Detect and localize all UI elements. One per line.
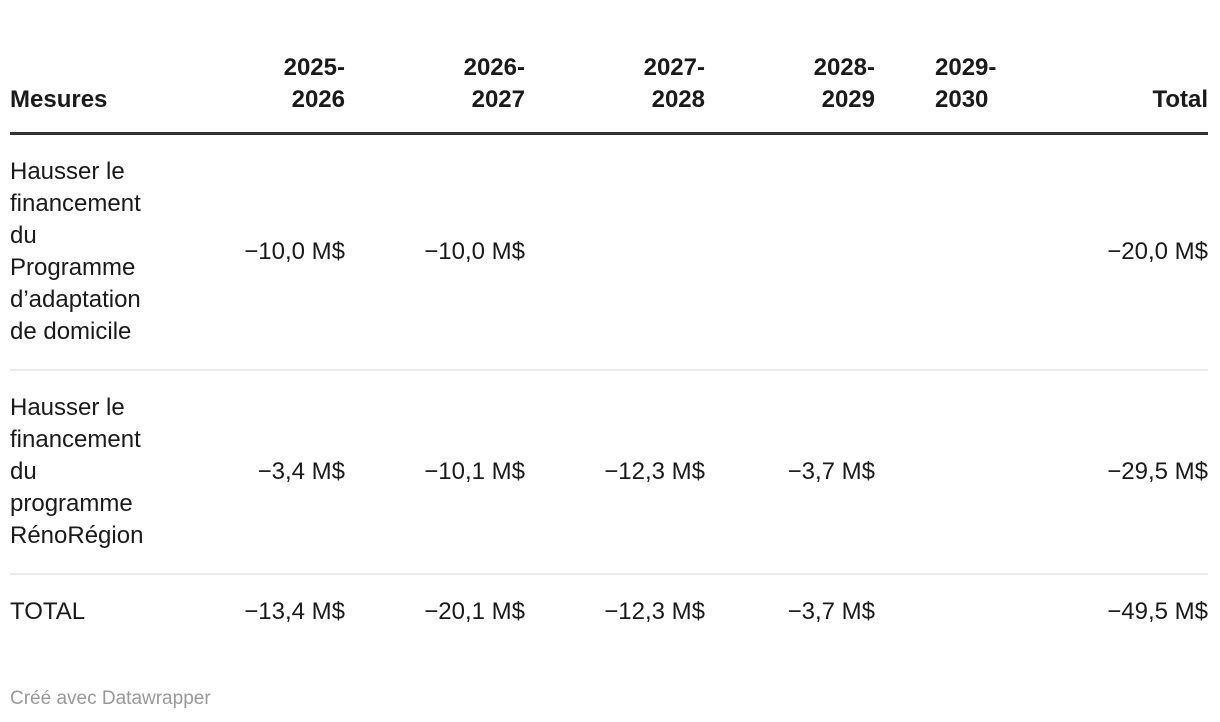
column-header-2027-2028: 2027- 2028 <box>643 54 705 113</box>
datawrapper-attribution-link[interactable]: Créé avec Datawrapper <box>10 688 211 709</box>
column-header-total: Total <box>1152 86 1208 113</box>
cell-value-total: −29,5 M$ <box>1107 458 1208 485</box>
row-total: TOTAL −13,4 M$ −20,1 M$ −12,3 M$ −3,7 M$… <box>10 574 1208 649</box>
cell-measure-label: Hausser le financement du Programme d’ad… <box>10 158 141 345</box>
cell-value-2026-2027: −10,0 M$ <box>424 238 525 265</box>
cell-value-2025-2026: −10,0 M$ <box>244 238 345 265</box>
cell-value-2027-2028: −12,3 M$ <box>604 598 705 625</box>
column-header-2026-2027: 2026- 2027 <box>463 54 525 113</box>
cell-total-label: TOTAL <box>10 598 86 625</box>
column-header-2029-2030: 2029- 2030 <box>935 54 997 113</box>
cell-value-2029-2030 <box>885 370 968 574</box>
cell-value-total: −49,5 M$ <box>1107 598 1208 625</box>
cell-value-2028-2029 <box>715 134 885 371</box>
column-header-2028-2029: 2028- 2029 <box>813 54 875 113</box>
cell-value-2028-2029: −3,7 M$ <box>787 458 875 485</box>
cell-value-total: −20,0 M$ <box>1107 238 1208 265</box>
column-header-mesures: Mesures <box>10 86 108 113</box>
cell-value-2026-2027: −20,1 M$ <box>424 598 525 625</box>
cell-value-2029-2030 <box>885 574 968 649</box>
table-header: Mesures 2025- 2026 2026- 2027 2027- 2028… <box>10 40 1208 134</box>
cell-value-2026-2027: −10,1 M$ <box>424 458 525 485</box>
table-body: Hausser le financement du Programme d’ad… <box>10 134 1208 650</box>
cell-value-2029-2030 <box>885 134 968 371</box>
cell-measure-label: Hausser le financement du programme Réno… <box>10 394 144 549</box>
measures-table: Mesures 2025- 2026 2026- 2027 2027- 2028… <box>10 40 1208 649</box>
header-row: Mesures 2025- 2026 2026- 2027 2027- 2028… <box>10 40 1208 134</box>
row-adaptation-domicile: Hausser le financement du Programme d’ad… <box>10 134 1208 371</box>
cell-value-2028-2029: −3,7 M$ <box>787 598 875 625</box>
row-renoregion: Hausser le financement du programme Réno… <box>10 370 1208 574</box>
cell-value-2025-2026: −13,4 M$ <box>244 598 345 625</box>
column-header-2025-2026: 2025- 2026 <box>283 54 345 113</box>
cell-value-2027-2028 <box>535 134 715 371</box>
cell-value-2027-2028: −12,3 M$ <box>604 458 705 485</box>
cell-value-2025-2026: −3,4 M$ <box>257 458 345 485</box>
